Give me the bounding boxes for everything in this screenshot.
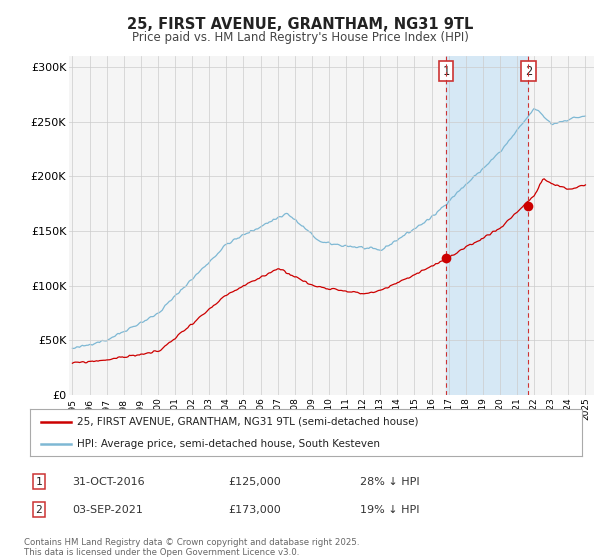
Text: 25, FIRST AVENUE, GRANTHAM, NG31 9TL (semi-detached house): 25, FIRST AVENUE, GRANTHAM, NG31 9TL (se… (77, 417, 418, 427)
Text: 03-SEP-2021: 03-SEP-2021 (72, 505, 143, 515)
Text: HPI: Average price, semi-detached house, South Kesteven: HPI: Average price, semi-detached house,… (77, 438, 380, 449)
Text: 25, FIRST AVENUE, GRANTHAM, NG31 9TL: 25, FIRST AVENUE, GRANTHAM, NG31 9TL (127, 17, 473, 32)
Text: £173,000: £173,000 (228, 505, 281, 515)
Bar (446, 56, 529, 395)
Text: Contains HM Land Registry data © Crown copyright and database right 2025.
This d: Contains HM Land Registry data © Crown c… (24, 538, 359, 557)
Text: 2: 2 (525, 65, 532, 78)
Text: 28% ↓ HPI: 28% ↓ HPI (360, 477, 419, 487)
Text: £125,000: £125,000 (228, 477, 281, 487)
Text: 19% ↓ HPI: 19% ↓ HPI (360, 505, 419, 515)
Text: 1: 1 (35, 477, 43, 487)
Text: Price paid vs. HM Land Registry's House Price Index (HPI): Price paid vs. HM Land Registry's House … (131, 31, 469, 44)
Text: 31-OCT-2016: 31-OCT-2016 (72, 477, 145, 487)
Text: 1: 1 (442, 65, 449, 78)
Text: 2: 2 (35, 505, 43, 515)
